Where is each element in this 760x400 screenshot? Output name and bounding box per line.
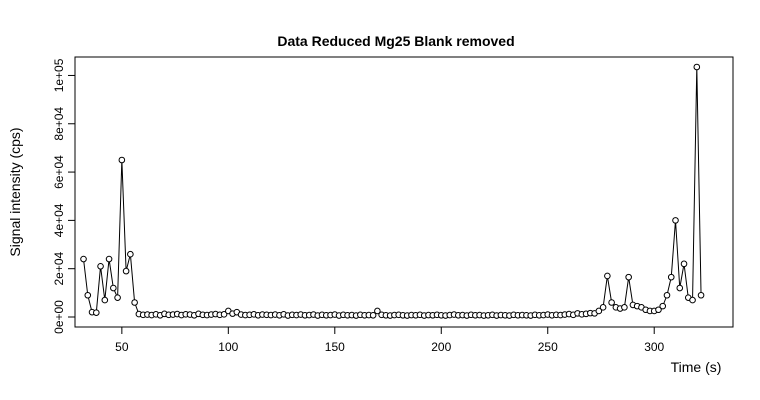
data-point <box>595 307 603 315</box>
data-point <box>114 294 121 301</box>
y-tick-label: 2e+04 <box>52 252 66 286</box>
y-tick-label: 8e+04 <box>52 107 66 141</box>
y-tick-label: 1e+05 <box>52 58 66 92</box>
y-tick-label: 4e+04 <box>52 203 66 237</box>
data-point <box>131 299 138 306</box>
data-point <box>97 262 104 270</box>
x-tick-label: 200 <box>431 340 451 354</box>
y-tick-label: 0e+00 <box>52 300 66 334</box>
data-point <box>680 260 688 268</box>
data-point <box>604 272 611 280</box>
data-point <box>92 309 100 316</box>
data-point <box>655 306 662 314</box>
data-point <box>676 284 684 292</box>
data-point <box>625 273 632 281</box>
data-point <box>667 273 675 281</box>
y-tick-label: 6e+04 <box>52 155 66 189</box>
data-point <box>608 299 615 306</box>
data-point <box>118 156 126 164</box>
data-point <box>599 304 607 311</box>
x-axis-label: Time (s) <box>671 359 722 375</box>
x-tick-label: 150 <box>325 340 345 354</box>
x-tick-label: 50 <box>115 340 129 354</box>
data-point <box>84 291 92 299</box>
data-point <box>122 267 130 275</box>
data-point <box>689 296 696 304</box>
x-tick-label: 100 <box>218 340 238 354</box>
plot-frame <box>74 56 734 328</box>
data-point <box>374 307 381 315</box>
data-point <box>369 312 377 319</box>
data-point <box>105 255 113 263</box>
x-tick-label: 300 <box>644 340 664 354</box>
data-point <box>659 302 667 310</box>
data-point <box>672 217 679 224</box>
y-axis-label: Signal intensity (cps) <box>7 127 23 256</box>
data-point <box>220 311 228 318</box>
data-point <box>110 284 117 292</box>
data-point <box>693 63 701 71</box>
data-point <box>697 291 705 299</box>
data-point <box>621 304 628 311</box>
data-point <box>80 255 87 263</box>
chart-title: Data Reduced Mg25 Blank removed <box>277 33 514 49</box>
data-point <box>127 250 134 258</box>
data-point <box>101 296 109 304</box>
data-point <box>663 291 671 299</box>
x-tick-label: 250 <box>538 340 558 354</box>
